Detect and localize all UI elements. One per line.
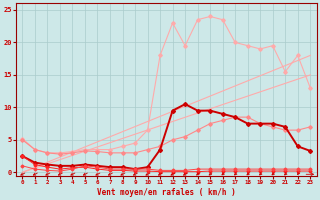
X-axis label: Vent moyen/en rafales ( km/h ): Vent moyen/en rafales ( km/h ): [97, 188, 236, 197]
